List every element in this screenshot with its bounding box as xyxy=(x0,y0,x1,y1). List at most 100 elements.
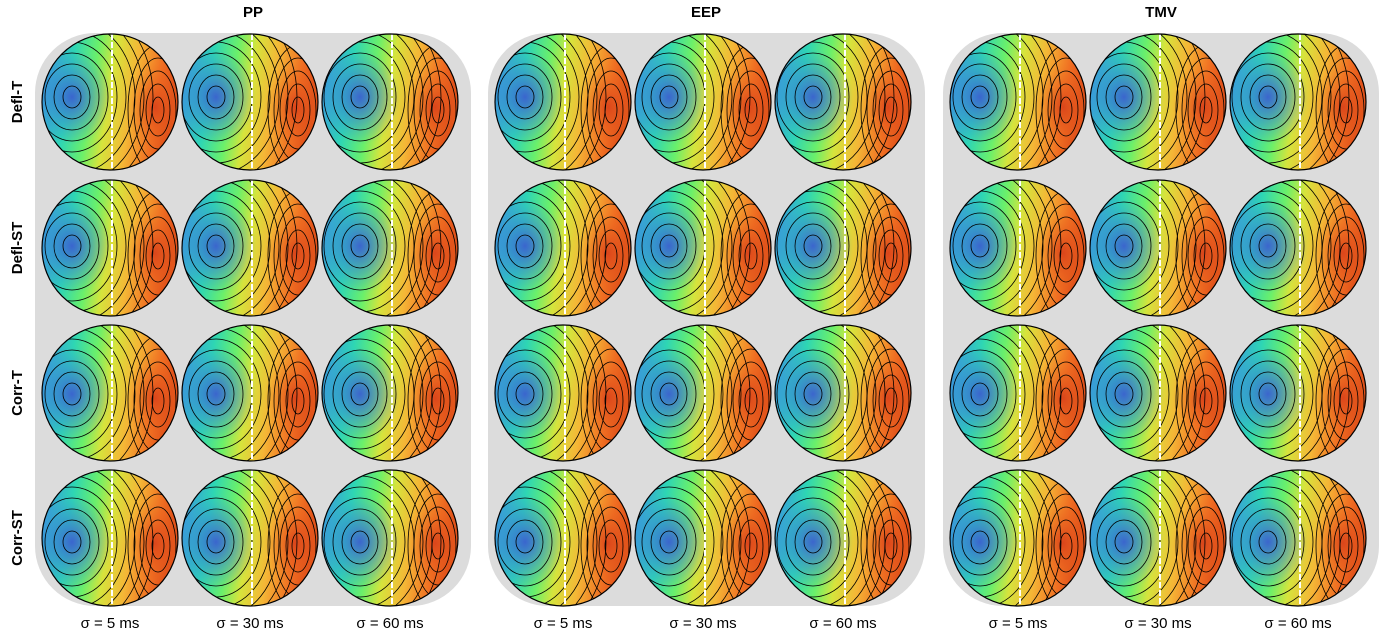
contour xyxy=(970,85,990,109)
map-border xyxy=(321,469,459,607)
contour xyxy=(515,85,535,109)
map-low xyxy=(950,494,1020,590)
contour xyxy=(1114,530,1134,554)
topo-map xyxy=(635,180,771,316)
contour xyxy=(884,242,898,270)
row-label: Corr-ST xyxy=(9,510,26,566)
contour xyxy=(1327,70,1365,150)
contour xyxy=(635,180,742,316)
contour xyxy=(197,223,235,269)
contour xyxy=(322,338,406,450)
contour xyxy=(659,234,679,258)
map-border xyxy=(774,469,912,607)
contour xyxy=(785,508,841,576)
contour xyxy=(635,34,742,170)
topo-map xyxy=(182,34,318,170)
contour xyxy=(732,70,770,150)
contour xyxy=(1090,338,1170,450)
contour xyxy=(950,180,1053,316)
map-border xyxy=(1089,33,1227,171)
map-border xyxy=(494,33,632,171)
contour xyxy=(1047,506,1085,586)
topo-map xyxy=(635,34,771,170)
contour xyxy=(744,532,758,560)
contour xyxy=(794,519,832,565)
contour xyxy=(182,180,280,316)
contour xyxy=(206,234,226,258)
contour xyxy=(961,223,999,269)
contour xyxy=(341,74,379,120)
contour xyxy=(291,387,305,415)
contour xyxy=(950,497,1017,587)
contour xyxy=(182,180,298,316)
contour xyxy=(197,519,235,565)
contour xyxy=(1249,223,1287,269)
contour xyxy=(1090,325,1197,461)
contour xyxy=(650,519,688,565)
contour xyxy=(775,338,859,450)
contour xyxy=(1199,387,1213,415)
contour xyxy=(182,470,280,606)
contour xyxy=(425,229,451,283)
map-border xyxy=(41,469,179,607)
contour xyxy=(139,216,177,296)
contour xyxy=(635,470,751,606)
map-border xyxy=(181,33,319,171)
contour xyxy=(1327,361,1365,441)
map-low xyxy=(182,49,256,145)
contour xyxy=(604,242,618,270)
contour xyxy=(635,52,706,142)
contour xyxy=(322,41,406,153)
contour xyxy=(1230,470,1332,606)
map-border xyxy=(1229,469,1367,607)
contour xyxy=(1090,470,1197,606)
contour xyxy=(1187,216,1225,296)
contour xyxy=(794,371,832,417)
map-low xyxy=(322,494,400,590)
contour xyxy=(341,223,379,269)
topo-map xyxy=(950,180,1086,316)
contour xyxy=(950,470,1044,606)
map-border xyxy=(1089,179,1227,317)
contour xyxy=(1230,470,1350,606)
contour xyxy=(1090,180,1197,316)
contour xyxy=(785,63,841,131)
topo-map xyxy=(775,470,911,606)
contour xyxy=(732,361,770,441)
panel-bg xyxy=(35,33,471,606)
contour xyxy=(495,52,562,142)
contour xyxy=(950,470,1053,606)
contour xyxy=(635,180,733,316)
map-high xyxy=(718,208,771,298)
map-high xyxy=(578,353,631,443)
contour xyxy=(279,70,317,150)
contour xyxy=(950,34,1062,170)
contour xyxy=(497,63,553,131)
map-high xyxy=(718,62,771,152)
contour xyxy=(53,74,91,120)
topo-map xyxy=(322,470,458,606)
contour xyxy=(961,519,999,565)
topo-map xyxy=(182,325,318,461)
contour xyxy=(592,70,630,150)
contour xyxy=(182,180,289,316)
map-border xyxy=(321,33,459,171)
contour xyxy=(291,532,305,560)
contour xyxy=(151,387,165,415)
map-border xyxy=(494,179,632,317)
contour xyxy=(744,242,758,270)
map-high xyxy=(1313,62,1366,152)
contour xyxy=(794,223,832,269)
contour xyxy=(950,180,1062,316)
map-high xyxy=(578,62,631,152)
map-low xyxy=(1230,49,1308,145)
contour xyxy=(872,506,910,586)
contour xyxy=(322,34,424,170)
contour xyxy=(604,532,618,560)
contour xyxy=(598,83,624,137)
topo-map xyxy=(635,470,771,606)
contour xyxy=(42,325,136,461)
contour xyxy=(950,349,1017,439)
contour xyxy=(495,34,607,170)
map-low xyxy=(775,49,853,145)
